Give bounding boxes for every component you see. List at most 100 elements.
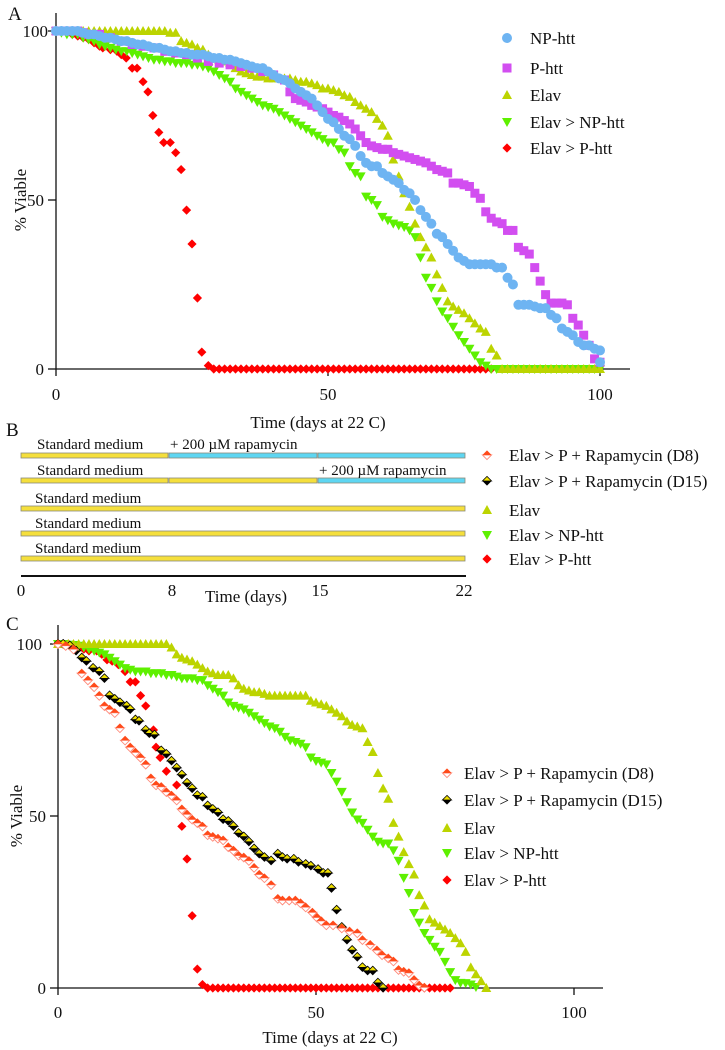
data-point [332, 983, 342, 993]
data-point [187, 239, 197, 249]
data-point [403, 889, 414, 899]
data-point [448, 178, 458, 188]
data-point [415, 364, 426, 374]
data-point [285, 364, 295, 374]
data-point [155, 752, 165, 763]
y-tick-label: 100 [17, 635, 43, 654]
x-tick-label: 50 [308, 1003, 325, 1022]
data-point [355, 172, 366, 182]
data-point [459, 308, 469, 318]
data-point [367, 965, 379, 976]
data-point [410, 233, 421, 243]
data-point [192, 42, 203, 52]
data-point [393, 178, 404, 189]
data-point [67, 644, 80, 655]
data-point [279, 364, 290, 374]
data-point [426, 364, 436, 374]
y-tick-label: 50 [29, 807, 46, 826]
data-point [448, 301, 459, 311]
data-point [88, 682, 100, 693]
data-point [186, 783, 198, 794]
standard-medium-segment [20, 477, 169, 484]
data-point [275, 983, 285, 993]
data-point [323, 83, 333, 93]
data-point [459, 337, 469, 347]
data-point [238, 705, 249, 715]
x-axis-label: Time (days at 22 C) [262, 1028, 397, 1047]
data-point [503, 225, 513, 235]
data-point [394, 364, 404, 374]
data-point [295, 121, 306, 131]
data-point [481, 983, 492, 992]
data-point [192, 964, 202, 974]
timeline-row [20, 452, 466, 459]
data-point [459, 364, 469, 374]
data-point [437, 364, 447, 374]
data-point [414, 890, 425, 900]
data-point [140, 759, 152, 770]
legend-marker-icon [482, 531, 492, 540]
data-point [274, 108, 285, 118]
data-point [404, 201, 415, 211]
data-point [424, 935, 435, 945]
data-point [305, 860, 317, 871]
data-point [337, 983, 347, 993]
data-point [460, 946, 471, 956]
legend-marker-icon [441, 768, 453, 779]
data-point [562, 300, 572, 310]
data-point [443, 364, 453, 374]
data-point [234, 983, 244, 993]
data-point [177, 821, 187, 831]
data-point [257, 71, 268, 81]
data-point [470, 188, 480, 198]
standard-medium-segment [20, 555, 466, 562]
data-point [336, 711, 347, 721]
data-point [246, 94, 257, 104]
data-point [187, 656, 198, 666]
data-point [415, 253, 426, 263]
data-point [443, 168, 453, 178]
data-point [333, 145, 344, 155]
data-point [258, 852, 270, 862]
data-point [364, 940, 376, 950]
data-point [274, 727, 285, 737]
series-elav [53, 639, 492, 992]
data-point [254, 983, 264, 993]
data-point [541, 290, 551, 300]
legend-b: Elav > P + Rapamycin (D8) Elav > P + Rap… [481, 446, 707, 569]
data-point [321, 700, 332, 710]
panel-c: C 0 50 100 0 50 100 Time (days at 22 C) … [6, 614, 662, 1047]
y-tick-label: 100 [23, 22, 49, 41]
data-point [383, 839, 394, 849]
data-point [243, 856, 255, 866]
data-point [276, 895, 289, 906]
data-point [171, 762, 183, 773]
data-point [114, 660, 125, 670]
data-point [426, 161, 436, 171]
data-point [326, 704, 337, 714]
data-point [209, 364, 219, 374]
data-point [306, 983, 316, 993]
data-point [182, 854, 192, 864]
legend-label: Elav > P + Rapamycin (D8) [464, 764, 654, 783]
data-point [124, 742, 136, 753]
data-point [399, 151, 409, 161]
data-point [119, 735, 131, 746]
data-point [76, 668, 88, 679]
data-point [259, 719, 270, 729]
data-point [214, 58, 224, 68]
data-point [317, 107, 328, 118]
data-point [339, 148, 350, 158]
data-point [254, 715, 265, 725]
data-point [166, 642, 177, 652]
data-point [339, 364, 349, 374]
data-point [372, 364, 382, 374]
legend-label: Elav > P-htt [530, 139, 613, 158]
data-point [347, 808, 358, 818]
data-point [470, 982, 481, 992]
data-point [372, 977, 384, 988]
data-point [301, 97, 311, 107]
data-point [217, 835, 229, 846]
data-point [145, 773, 157, 784]
